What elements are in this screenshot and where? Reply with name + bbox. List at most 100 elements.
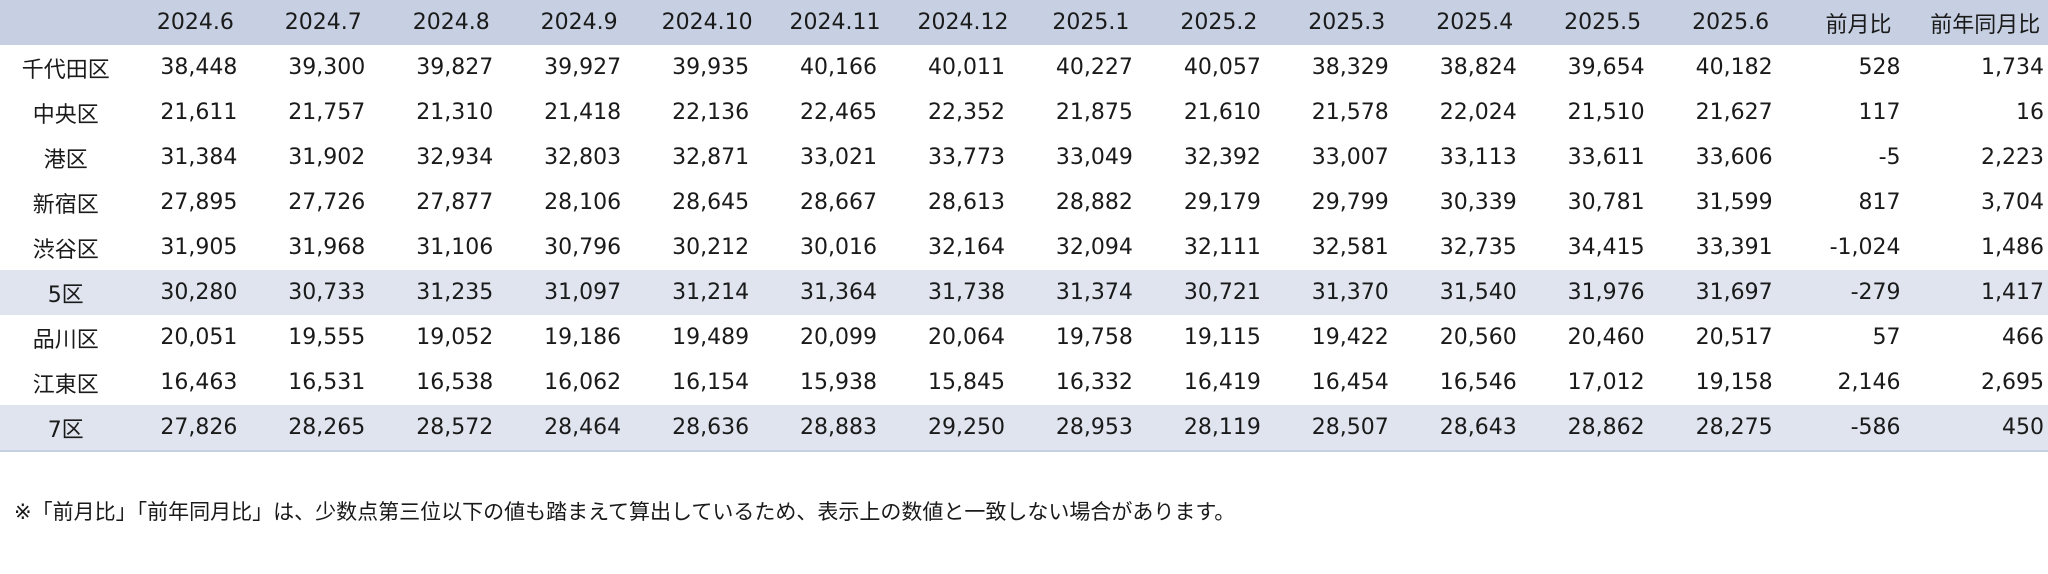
summary-row: 7区 27,826 28,265 28,572 28,464 28,636 28,883 29… xyxy=(0,405,2048,450)
table-cell: 16,463 xyxy=(160,370,238,395)
summary-row: 5区 30,280 30,733 31,235 31,097 31,214 31,364 31… xyxy=(0,270,2048,315)
table-cell: 16,154 xyxy=(672,370,750,395)
table-cell: 20,099 xyxy=(800,325,878,350)
rent-table-container: 2024.6 2024.7 2024.8 2024.9 2024.10 2024.11 20… xyxy=(0,0,2048,450)
table-cell: 450 xyxy=(2002,415,2044,440)
table-cell: 16,419 xyxy=(1183,370,1261,395)
table-cell: 21,578 xyxy=(1311,100,1389,125)
table-cell: 33,021 xyxy=(800,145,878,170)
table-cell: 27,726 xyxy=(288,190,366,215)
table-cell: 19,758 xyxy=(1055,325,1133,350)
table-row: 港区 31,384 31,902 32,934 32,803 32,871 33,021 33… xyxy=(0,135,2048,180)
table-cell: 28,265 xyxy=(288,415,366,440)
table-cell: 19,186 xyxy=(544,325,622,350)
table-cell: 57 xyxy=(1872,325,1901,350)
table-cell: 17,012 xyxy=(1567,370,1645,395)
table-cell: 3,704 xyxy=(1981,190,2044,215)
header-cell: 2025.6 xyxy=(1692,10,1770,35)
table-cell: 1,486 xyxy=(1981,235,2044,260)
table-cell: 817 xyxy=(1858,190,1901,215)
table-cell: 19,555 xyxy=(288,325,366,350)
table-cell: -586 xyxy=(1850,415,1901,440)
row-label: 新宿区 xyxy=(0,180,132,225)
table-cell: 117 xyxy=(1858,100,1901,125)
table-cell: 31,235 xyxy=(416,280,494,305)
table-cell: 21,875 xyxy=(1055,100,1133,125)
table-cell: 33,113 xyxy=(1439,145,1517,170)
table-cell: 31,364 xyxy=(800,280,878,305)
table-header: 2024.6 2024.7 2024.8 2024.9 2024.10 2024.11 20… xyxy=(0,0,2048,45)
table-cell: 40,166 xyxy=(800,55,878,80)
table-cell: 39,300 xyxy=(288,55,366,80)
table-cell: 15,938 xyxy=(800,370,878,395)
table-cell: 31,097 xyxy=(544,280,622,305)
table-cell: 2,223 xyxy=(1981,145,2044,170)
table-row: 品川区 20,051 19,555 19,052 19,186 19,489 20,099 2… xyxy=(0,315,2048,360)
table-cell: 16,546 xyxy=(1439,370,1517,395)
table-cell: 16,454 xyxy=(1311,370,1389,395)
table-cell: 32,735 xyxy=(1439,235,1517,260)
table-cell: 29,799 xyxy=(1311,190,1389,215)
table-cell: 39,654 xyxy=(1567,55,1645,80)
table-cell: 28,645 xyxy=(672,190,750,215)
header-cell: 前月比 xyxy=(1825,12,1892,38)
table-cell: 15,845 xyxy=(927,370,1005,395)
table-cell: 40,011 xyxy=(927,55,1005,80)
table-cell: 32,934 xyxy=(416,145,494,170)
table-cell: 38,824 xyxy=(1439,55,1517,80)
table-cell: 29,250 xyxy=(927,415,1005,440)
header-cell: 前年同月比 xyxy=(1930,12,2041,38)
table-cell: 28,572 xyxy=(416,415,494,440)
table-cell: 28,667 xyxy=(800,190,878,215)
header-cell: 2024.6 xyxy=(156,10,234,35)
rent-table: 2024.6 2024.7 2024.8 2024.9 2024.10 2024.11 20… xyxy=(0,0,2048,450)
table-cell: 38,448 xyxy=(160,55,238,80)
table-cell: 40,182 xyxy=(1695,55,1773,80)
row-label: 渋谷区 xyxy=(0,225,132,270)
table-cell: 28,275 xyxy=(1695,415,1773,440)
table-cell: 19,489 xyxy=(672,325,750,350)
header-row: 2024.6 2024.7 2024.8 2024.9 2024.10 2024.11 20… xyxy=(0,0,2048,45)
table-cell: 31,384 xyxy=(160,145,238,170)
table-cell: -5 xyxy=(1878,145,1901,170)
table-cell: 28,883 xyxy=(800,415,878,440)
header-cell: 2025.1 xyxy=(1052,10,1130,35)
table-cell: 20,064 xyxy=(927,325,1005,350)
table-cell: 31,599 xyxy=(1695,190,1773,215)
table-cell: 20,517 xyxy=(1695,325,1773,350)
table-cell: 30,339 xyxy=(1439,190,1517,215)
table-cell: 19,115 xyxy=(1183,325,1261,350)
table-cell: -1,024 xyxy=(1829,235,1901,260)
table-cell: 32,164 xyxy=(927,235,1005,260)
table-cell: -279 xyxy=(1850,280,1901,305)
table-row: 中央区 21,611 21,757 21,310 21,418 22,136 22,465 2… xyxy=(0,90,2048,135)
row-label: 港区 xyxy=(0,135,132,180)
table-cell: 30,781 xyxy=(1567,190,1645,215)
table-cell: 32,803 xyxy=(544,145,622,170)
table-cell: 19,422 xyxy=(1311,325,1389,350)
table-cell: 32,111 xyxy=(1183,235,1261,260)
table-cell: 38,329 xyxy=(1311,55,1389,80)
table-cell: 34,415 xyxy=(1567,235,1645,260)
table-cell: 28,636 xyxy=(672,415,750,440)
table-cell: 31,902 xyxy=(288,145,366,170)
table-cell: 2,695 xyxy=(1981,370,2044,395)
table-cell: 19,052 xyxy=(416,325,494,350)
table-cell: 1,734 xyxy=(1981,55,2044,80)
table-cell: 16,062 xyxy=(544,370,622,395)
table-cell: 22,465 xyxy=(800,100,878,125)
table-cell: 30,796 xyxy=(544,235,622,260)
row-label: 中央区 xyxy=(0,90,132,135)
table-cell: 31,374 xyxy=(1055,280,1133,305)
table-cell: 33,773 xyxy=(927,145,1005,170)
table-cell: 33,606 xyxy=(1695,145,1773,170)
table-cell: 22,024 xyxy=(1439,100,1517,125)
table-cell: 28,464 xyxy=(544,415,622,440)
table-cell: 39,827 xyxy=(416,55,494,80)
table-cell: 20,460 xyxy=(1567,325,1645,350)
table-cell: 16,531 xyxy=(288,370,366,395)
header-cell: 2025.2 xyxy=(1180,10,1258,35)
table-cell: 39,935 xyxy=(672,55,750,80)
table-cell: 31,697 xyxy=(1695,280,1773,305)
table-cell: 33,611 xyxy=(1567,145,1645,170)
